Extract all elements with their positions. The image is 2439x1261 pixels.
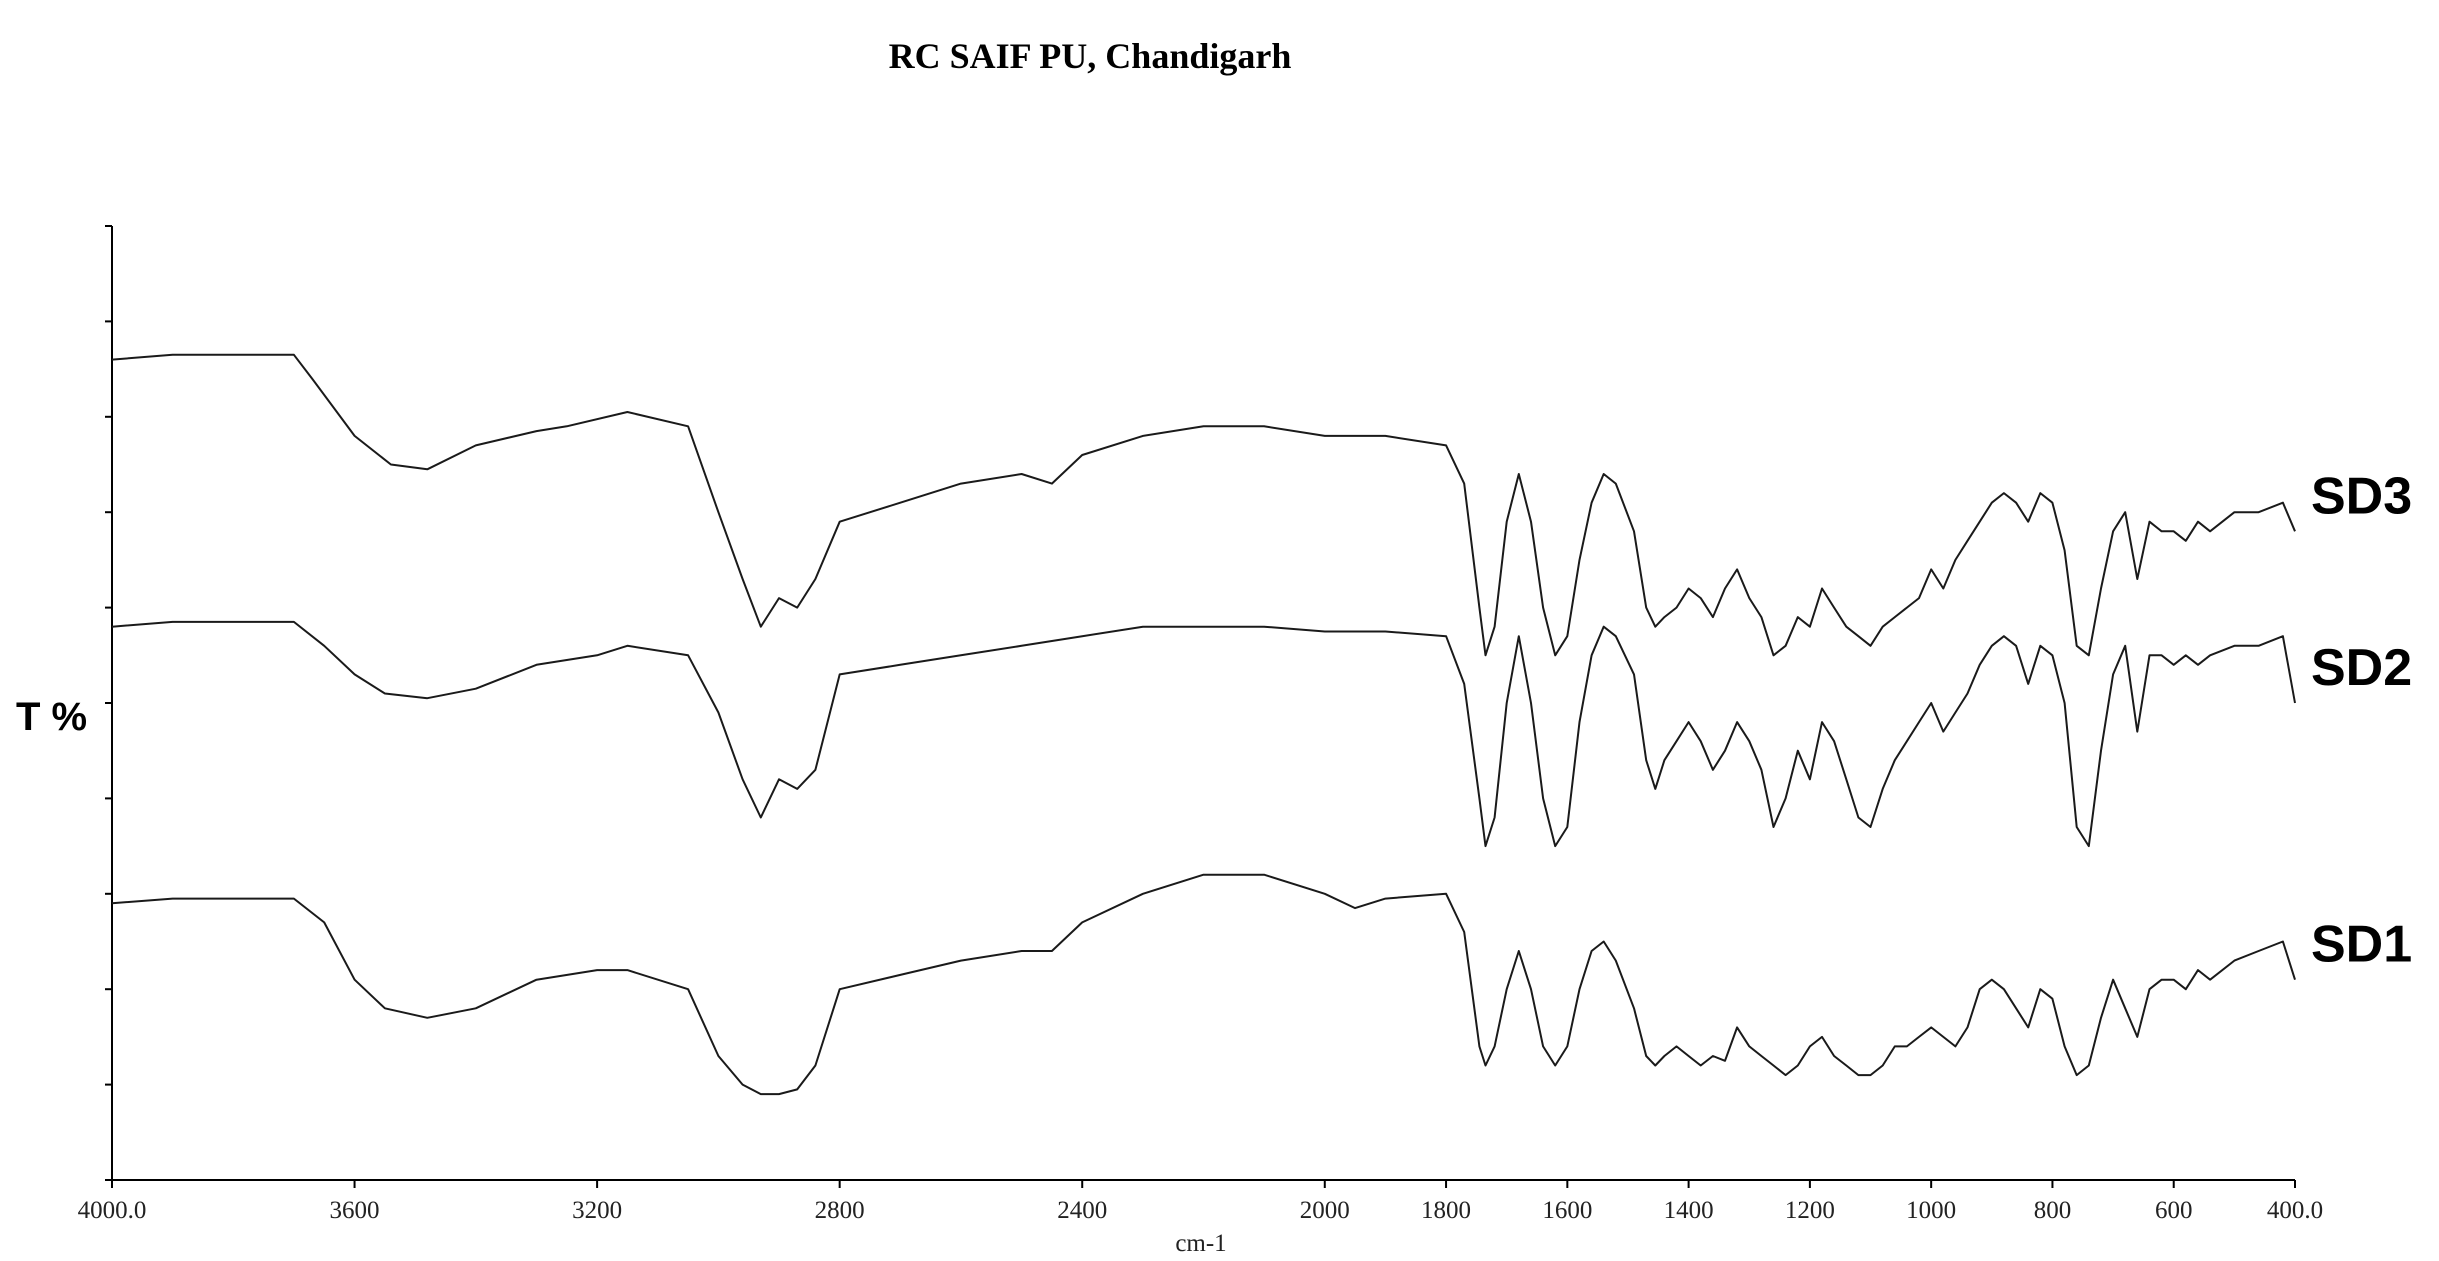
x-axis-label: cm-1 [1175,1230,1226,1257]
series-label-sd2: SD2 [2311,639,2412,697]
y-ticks [105,225,112,1181]
series-trace-sd2 [111,620,2296,848]
chart-title: RC SAIF PU, Chandigarh [889,36,1292,76]
x-tick-label: 4000.0 [78,1197,147,1224]
x-tick-label: 400.0 [2267,1197,2323,1224]
x-tick-label: 3200 [572,1197,622,1224]
x-tick-label: 1600 [1542,1197,1592,1224]
series-traces [111,353,2296,1096]
x-tick-label: 2800 [815,1197,865,1224]
x-tick-label: 1800 [1421,1197,1471,1224]
x-tick-label: 3600 [330,1197,380,1224]
x-ticks: 4000.0 3600 3200 2800 2400 2000 1800 1600 1400 12… [78,1180,2323,1224]
series-trace-sd1 [111,873,2296,1096]
x-tick-label: 600 [2155,1197,2193,1224]
x-tick-label: 1200 [1785,1197,1835,1224]
series-label-sd1: SD1 [2311,916,2412,974]
series-trace-sd3 [111,353,2296,657]
x-tick-label: 2000 [1300,1197,1350,1224]
x-tick-label: 2400 [1057,1197,1107,1224]
x-tick-label: 1000 [1906,1197,1956,1224]
series-labels: SD3 SD2 SD1 [2311,467,2412,973]
y-axis-label: T % [16,695,87,739]
axes [111,226,2295,1181]
x-tick-label: 1400 [1664,1197,1714,1224]
x-tick-label: 800 [2034,1197,2072,1224]
series-label-sd3: SD3 [2311,467,2412,525]
